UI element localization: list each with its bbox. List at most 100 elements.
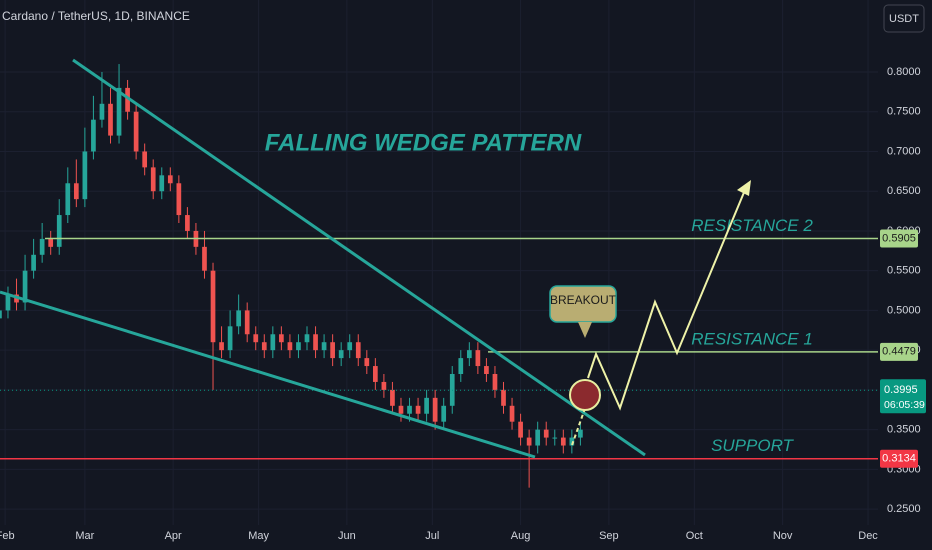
candle-body — [210, 270, 216, 343]
candle-body — [31, 254, 36, 271]
symbol-info: Cardano / TetherUS, 1D, BINANCE — [2, 9, 190, 23]
candle-body — [125, 87, 130, 112]
candle-body — [296, 342, 301, 351]
candle-body — [176, 183, 182, 216]
candle-body — [150, 167, 156, 192]
countdown-text: 06:05:39 — [884, 399, 925, 411]
y-tick-label: 0.2500 — [887, 503, 921, 515]
candle-body — [560, 437, 566, 446]
x-tick-label: Mar — [75, 530, 94, 542]
last-price-text: 0.3995 — [884, 384, 918, 396]
candle-body — [167, 175, 173, 184]
projection-path — [587, 189, 746, 411]
candle-body — [65, 183, 71, 216]
level-tag — [880, 342, 918, 361]
candle-body — [484, 366, 489, 375]
candle-body — [475, 350, 481, 367]
candle-body — [501, 389, 506, 406]
y-tick-label: 0.3500 — [887, 424, 921, 436]
candle-body — [56, 215, 62, 247]
last-price-tag — [880, 379, 926, 414]
lower-trendline — [0, 290, 536, 459]
candle-body — [133, 111, 139, 152]
levels: RESISTANCE 2 RESISTANCE 1 SUPPORT — [0, 216, 878, 460]
x-tick-label: Aug — [511, 530, 531, 542]
candle-body — [458, 358, 464, 375]
y-tick-label: 0.5000 — [887, 304, 921, 316]
x-tick-label: May — [248, 530, 269, 542]
candle-body — [82, 151, 88, 200]
candle-body — [338, 350, 344, 359]
x-tick-label: Jun — [338, 530, 356, 542]
candle-body — [569, 437, 575, 446]
candle-body — [509, 405, 515, 422]
candle-body — [73, 183, 79, 200]
level-label: RESISTANCE 2 — [691, 216, 813, 235]
candle-body — [91, 119, 96, 152]
candle-body — [99, 103, 105, 120]
price-tags: 0.5905 0.4479 0.3134 0.3995 06:05:39 — [880, 229, 926, 468]
y-tick-label: 0.7000 — [887, 145, 921, 157]
x-tick-label: Nov — [773, 530, 793, 542]
candle-body — [381, 381, 387, 390]
candle-body — [159, 175, 165, 192]
x-tick-label: Oct — [686, 530, 703, 542]
candle-body — [227, 326, 233, 351]
candle-body — [39, 238, 45, 255]
candle-body — [432, 397, 438, 422]
breakout-circle — [569, 379, 601, 411]
candle-body — [492, 374, 498, 390]
x-tick-label: Apr — [165, 530, 182, 542]
projection-arrowhead — [737, 180, 751, 196]
candle-body — [543, 429, 549, 438]
x-tick-label: Jul — [425, 530, 439, 542]
candle-body — [415, 405, 421, 414]
candle-body — [526, 437, 532, 446]
candle-body — [304, 334, 310, 343]
y-tick-label: 0.7500 — [887, 106, 921, 118]
breakout-dash — [571, 399, 589, 446]
candle-body — [22, 270, 28, 303]
candle-body — [441, 405, 447, 422]
y-tick-label: 0.5500 — [887, 265, 921, 277]
candle-body — [535, 429, 541, 446]
candle-body — [407, 405, 412, 414]
level-tag — [880, 449, 918, 468]
candle-body — [0, 310, 2, 319]
level-tag-text: 0.4479 — [882, 346, 916, 358]
candle-body — [244, 310, 250, 335]
y-tick-label: 0.8000 — [887, 66, 921, 78]
candle-body — [279, 334, 284, 343]
candle-body — [313, 334, 318, 351]
candle-body — [321, 342, 327, 351]
callout-pointer — [578, 322, 592, 338]
upper-trendline — [72, 58, 646, 457]
candle-body — [398, 405, 404, 414]
y-tick-label: 0.6500 — [887, 185, 921, 197]
currency-label[interactable]: USDT — [889, 13, 919, 25]
candle-body — [287, 342, 293, 351]
candle-body — [347, 342, 353, 351]
candle-body — [261, 342, 267, 351]
candle-body — [108, 103, 113, 136]
x-tick-label: Feb — [0, 530, 15, 542]
currency-button[interactable] — [883, 4, 925, 33]
x-tick-label: Dec — [858, 530, 878, 542]
level-tag — [880, 229, 918, 248]
candle-body — [236, 310, 242, 327]
candle-body — [5, 294, 11, 311]
candle-body — [253, 334, 259, 343]
candle-body — [466, 350, 472, 359]
level-label: SUPPORT — [711, 436, 794, 455]
candle-body — [373, 366, 378, 382]
candle-body — [142, 151, 148, 168]
candle-body — [355, 342, 361, 359]
candle-body — [48, 238, 54, 247]
candle-body — [390, 389, 395, 406]
candle-body — [364, 358, 370, 367]
callout-text: BREAKOUT — [550, 293, 617, 307]
candle-body — [578, 429, 583, 438]
x-tick-label: Sep — [599, 530, 619, 542]
